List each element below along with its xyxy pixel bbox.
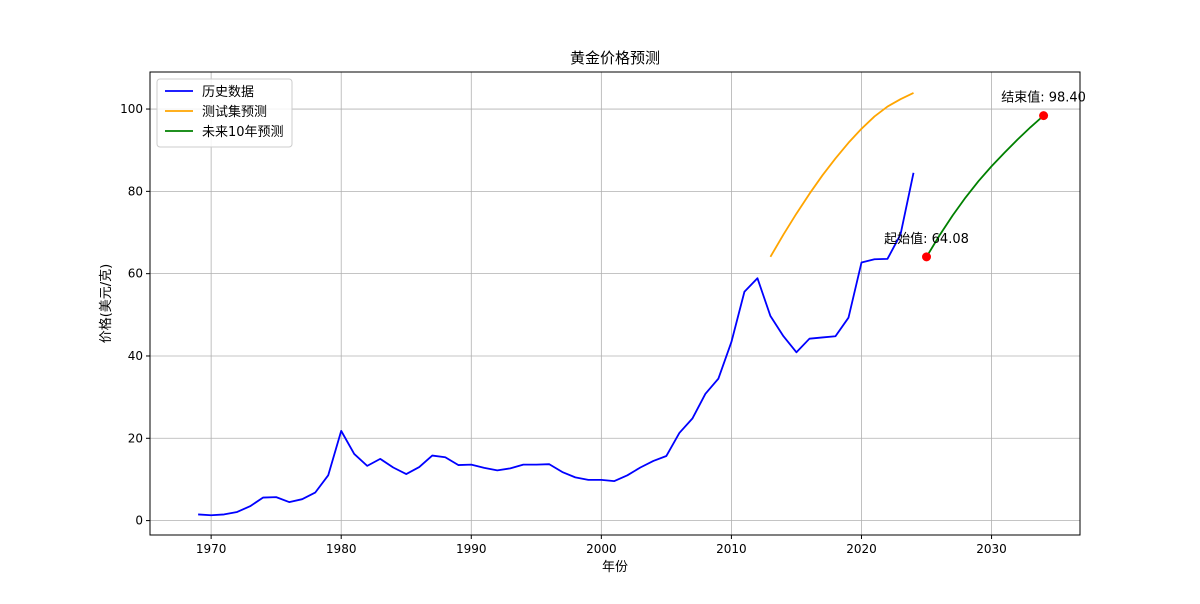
annotation-label: 结束值: 98.40 [1001,90,1086,106]
legend-label: 历史数据 [202,85,254,100]
data-point-marker [922,252,932,262]
data-point-marker [1039,111,1049,121]
series-lines [198,92,1045,517]
series-line [198,172,915,517]
y-tick-label: 60 [128,267,143,281]
legend-label: 未来10年预测 [202,125,284,140]
x-tick-label: 1990 [456,542,487,556]
annotations: 起始值: 64.08 结束值: 98.40 [884,90,1086,247]
series-line [769,92,914,258]
series-line [925,114,1045,258]
x-tick-label: 2020 [846,542,877,556]
plot-frame [149,71,1081,536]
x-axis-label: 年份 [602,560,628,575]
x-tick-label: 2030 [976,542,1007,556]
y-tick-label: 80 [128,184,143,198]
x-tick-label: 2010 [716,542,747,556]
x-tick-label: 1980 [326,542,357,556]
y-tick-label: 20 [128,431,143,445]
y-tick-label: 40 [128,349,143,363]
legend-box [156,78,293,148]
chart-title: 黄金价格预测 [570,49,660,67]
x-tick-label: 2000 [586,542,617,556]
y-tick-label: 0 [135,514,143,528]
marker-points [922,111,1049,262]
axis-ticks: 1970 1980 1990 2000 2010 2020 2030 0 20 40 60 80 100 [120,102,1007,556]
y-axis-label: 价格(美元/克) [98,264,114,344]
y-tick-label: 100 [120,102,143,116]
annotation-label: 起始值: 64.08 [884,231,969,247]
x-tick-label: 1970 [196,542,227,556]
grid-lines [150,72,1080,535]
legend-label: 测试集预测 [202,104,267,120]
